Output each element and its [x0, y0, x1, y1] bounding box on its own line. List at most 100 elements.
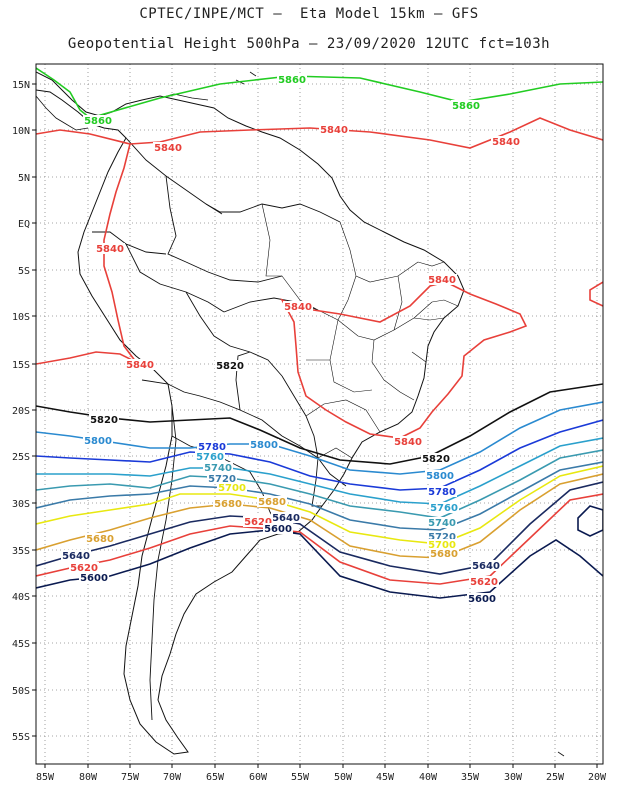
contour-label-bg — [69, 562, 99, 573]
lat-tick-label: 10S — [12, 312, 30, 323]
contour-label-5780: 5780 — [428, 487, 456, 498]
contour-label-bg — [451, 100, 481, 111]
contour-label-5800: 5800 — [84, 436, 112, 447]
contour-label-bg — [213, 498, 243, 509]
contour-label-5780: 5780 — [198, 442, 226, 453]
lon-tick-label: 80W — [79, 772, 98, 783]
contour-label-bg — [257, 496, 287, 507]
lon-tick-label: 25W — [546, 772, 565, 783]
contour-label-5640: 5640 — [472, 561, 500, 572]
contour-label-bg — [203, 462, 233, 473]
contour-5640 — [36, 481, 603, 575]
map-frame — [35, 63, 604, 765]
contour-label-bg — [393, 436, 423, 447]
contour-5760 — [36, 437, 603, 505]
contour-label-5600: 5600 — [468, 594, 496, 605]
contour-label-5600: 5600 — [264, 524, 292, 535]
state-borders — [261, 203, 459, 459]
contour-5820 — [36, 383, 603, 465]
contour-label-bg — [429, 502, 459, 513]
contour-label-5840: 5840 — [126, 360, 154, 371]
lat-tick-label: 25S — [12, 452, 30, 463]
lon-tick-label: 20W — [588, 772, 607, 783]
contour-5840 — [36, 117, 603, 149]
contour-label-5820: 5820 — [90, 415, 118, 426]
contour-label-bg — [467, 593, 497, 604]
contour-5740 — [36, 449, 603, 519]
contour-label-bg — [217, 482, 247, 493]
contour-label-5760: 5760 — [196, 452, 224, 463]
contour-label-5840: 5840 — [394, 437, 422, 448]
map-title-line-1: CPTEC/INPE/MCT – Eta Model 15km – GFS — [139, 6, 479, 22]
contour-5860 — [36, 67, 603, 119]
contour-label-5840: 5840 — [284, 302, 312, 313]
map-title-line-2: Geopotential Height 500hPa – 23/09/2020 … — [67, 36, 551, 52]
contour-5840-interior — [280, 281, 528, 439]
contour-5600-loop — [577, 505, 603, 537]
contour-label-bg — [95, 243, 125, 254]
lon-tick-label: 65W — [206, 772, 225, 783]
contour-label-5720: 5720 — [428, 532, 456, 543]
lon-tick-label: 85W — [36, 772, 55, 783]
lat-tick-label: 10N — [12, 126, 30, 137]
contour-label-bg — [427, 486, 457, 497]
contour-label-bg — [215, 360, 245, 371]
contour-label-bg — [283, 301, 313, 312]
contour-label-bg — [469, 576, 499, 587]
contour-label-bg — [125, 359, 155, 370]
lon-tick-label: 40W — [419, 772, 438, 783]
contour-5620 — [36, 493, 603, 585]
contour-label-5600: 5600 — [80, 573, 108, 584]
contour-label-bg — [61, 550, 91, 561]
contour-label-bg — [195, 451, 225, 462]
contour-label-5840: 5840 — [320, 125, 348, 136]
contour-label-5680: 5680 — [86, 534, 114, 545]
contour-label-5620: 5620 — [244, 517, 272, 528]
contour-label-5680: 5680 — [258, 497, 286, 508]
axis-ticks: 85W 80W 75W 70W 65W 60W 55W 50W 45W 40W 35W 30W 25W 2… — [12, 80, 607, 783]
contour-5680 — [36, 473, 603, 559]
contour-label-5820: 5820 — [422, 454, 450, 465]
lat-tick-label: 55S — [12, 732, 30, 743]
contour-label-5860: 5860 — [84, 116, 112, 127]
contour-label-5700: 5700 — [428, 540, 456, 551]
contour-label-5840: 5840 — [492, 137, 520, 148]
lon-tick-label: 70W — [163, 772, 182, 783]
contour-label-5820: 5820 — [216, 361, 244, 372]
contour-label-5700: 5700 — [218, 483, 246, 494]
contour-label-bg — [153, 142, 183, 153]
contour-label-5800: 5800 — [250, 440, 278, 451]
contour-label-bg — [83, 435, 113, 446]
contour-label-bg — [425, 470, 455, 481]
contour-5780 — [36, 419, 603, 491]
lat-tick-label: 40S — [12, 592, 30, 603]
contour-label-bg — [319, 124, 349, 135]
lat-tick-label: 5N — [18, 173, 30, 184]
contour-5800 — [36, 401, 603, 475]
contour-lines — [36, 67, 603, 599]
contour-label-bg — [429, 548, 459, 559]
contour-label-5800: 5800 — [426, 471, 454, 482]
contour-label-5680: 5680 — [214, 499, 242, 510]
contour-label-5840: 5840 — [96, 244, 124, 255]
contour-label-bg — [427, 517, 457, 528]
lon-tick-label: 60W — [249, 772, 268, 783]
lat-tick-label: 15N — [12, 80, 30, 91]
contour-label-bg — [89, 414, 119, 425]
lat-tick-label: 15S — [12, 360, 30, 371]
coastline — [36, 71, 465, 755]
contour-5700 — [36, 465, 603, 545]
lon-tick-label: 35W — [461, 772, 480, 783]
contour-label-bg — [243, 516, 273, 527]
contour-label-bg — [197, 441, 227, 452]
contour-label-5840: 5840 — [428, 275, 456, 286]
contour-label-bg — [427, 531, 457, 542]
map-grid — [36, 64, 603, 764]
lon-tick-label: 50W — [334, 772, 353, 783]
contour-5600 — [36, 529, 603, 599]
contour-label-5860: 5860 — [278, 75, 306, 86]
lon-tick-label: 55W — [291, 772, 310, 783]
lon-tick-label: 75W — [121, 772, 140, 783]
contour-label-5740: 5740 — [428, 518, 456, 529]
contour-label-5620: 5620 — [470, 577, 498, 588]
